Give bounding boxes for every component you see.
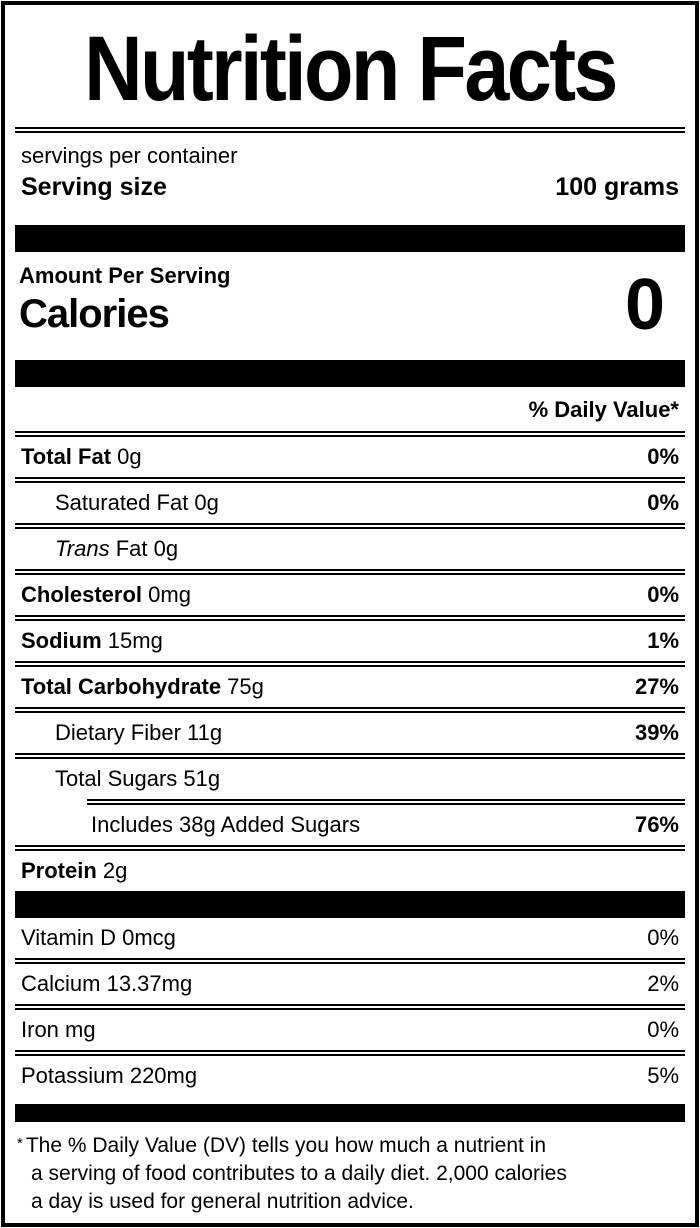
nutrient-name-amount: Dietary Fiber 11g [55, 720, 223, 745]
nutrient-row: Total Sugars 51g [15, 759, 685, 799]
daily-value-header: % Daily Value* [528, 397, 679, 422]
nutrient-name-amount: Total Fat 0g [21, 444, 142, 469]
micronutrient-row: Iron mg 0% [15, 1010, 685, 1050]
nutrient-row: Cholesterol 0mg 0% [15, 575, 685, 615]
nutrient-name: Total Carbohydrate [21, 674, 222, 699]
nutrient-dv: 1% [647, 628, 679, 653]
nutrient-name-amount: Iron mg [21, 1017, 96, 1042]
row-separator [15, 615, 685, 621]
footnote-line: * The % Daily Value (DV) tells you how mu… [17, 1134, 547, 1157]
nutrient-name: Iron [21, 1017, 59, 1042]
amount-per-serving-label: Amount Per Serving [19, 263, 231, 288]
micronutrient-rows: Vitamin D 0mcg 0% Calcium 13.37mg 2% Iron mg… [15, 918, 685, 1096]
nutrient-row: Total Fat 0g 0% [15, 437, 685, 477]
nutrient-name: Sodium [21, 628, 102, 653]
nutrient-name: Vitamin D [21, 925, 116, 950]
nutrient-row: Dietary Fiber 11g 39% [15, 713, 685, 753]
nutrient-row: Includes 38g Added Sugars 76% [15, 805, 685, 845]
footnote-line: a day is used for general nutrition advi… [31, 1190, 414, 1213]
nutrient-row: Total Carbohydrate 75g 27% [15, 667, 685, 707]
nutrient-dv: 0% [647, 444, 679, 469]
row-separator [15, 958, 685, 964]
row-separator [15, 1050, 685, 1056]
nutrient-name: Saturated Fat [55, 490, 189, 515]
nutrient-name: Total Sugars [55, 766, 178, 791]
footnote-marker: * [17, 1135, 23, 1152]
nutrient-name: Total Fat [21, 444, 112, 469]
footnote: * The % Daily Value (DV) tells you how mu… [15, 1122, 685, 1216]
calories-label: Calories [19, 292, 170, 336]
nutrient-name-amount: Trans Fat 0g [55, 536, 179, 561]
calories-divider-bar [15, 360, 685, 387]
row-separator [15, 661, 685, 667]
nutrient-name-amount: Total Sugars 51g [55, 766, 221, 791]
micronutrient-row: Calcium 13.37mg 2% [15, 964, 685, 1004]
calories-left-column: Amount Per Serving Calories [19, 262, 230, 338]
nutrient-dv: 27% [634, 674, 679, 699]
footnote-line: a serving of food contributes to a daily… [31, 1162, 567, 1185]
row-separator [15, 845, 685, 851]
nutrient-row: Saturated Fat 0g 0% [15, 483, 685, 523]
nutrient-dv: 0% [647, 1017, 679, 1042]
label-title: Nutrition Facts [84, 18, 618, 120]
row-separator [15, 569, 685, 575]
nutrient-row: Sodium 15mg 1% [15, 621, 685, 661]
nutrient-dv: 0% [647, 925, 679, 950]
nutrient-name: Dietary Fiber [55, 720, 181, 745]
nutrient-dv: 0% [647, 582, 679, 607]
row-separator [15, 523, 685, 529]
nutrient-dv: 39% [634, 720, 679, 745]
nutrient-name-amount: Vitamin D 0mcg [21, 925, 176, 950]
nutrient-name: Includes 38g Added Sugars [91, 812, 361, 837]
nutrient-row: Protein 2g [15, 851, 685, 891]
calories-value: 0 [624, 264, 665, 345]
row-separator [15, 707, 685, 713]
calories-section: Amount Per Serving Calories 0 [15, 252, 685, 346]
nutrient-dv: 2% [647, 971, 679, 996]
nutrient-dv: 5% [647, 1063, 679, 1088]
nutrient-name-amount: Saturated Fat 0g [55, 490, 219, 515]
servings-per-container: servings per container [21, 143, 238, 168]
serving-size-value: 100 grams [555, 173, 679, 201]
row-separator [15, 431, 685, 437]
nutrient-name-amount: Sodium 15mg [21, 628, 163, 653]
nutrient-name: Cholesterol [21, 582, 143, 607]
nutrient-rows: Total Fat 0g 0% Saturated Fat 0g 0% Trans Fa… [15, 431, 685, 891]
row-separator [15, 1004, 685, 1010]
footnote-divider-bar [15, 1104, 685, 1122]
vitamins-divider-bar [15, 891, 685, 918]
nutrient-dv: 76% [634, 812, 679, 837]
nutrient-name-amount: Total Carbohydrate 75g [21, 674, 264, 699]
nutrient-row: Trans Fat 0g [15, 529, 685, 569]
nutrient-name-amount: Includes 38g Added Sugars [91, 811, 360, 839]
nutrient-name-amount: Cholesterol 0mg [21, 582, 191, 607]
serving-size-row: Serving size 100 grams [15, 169, 685, 215]
serving-divider-bar [15, 225, 685, 252]
title-separator [15, 127, 685, 133]
nutrient-name: Trans Fat [55, 536, 148, 561]
nutrient-name-amount: Protein 2g [21, 858, 128, 883]
nutrient-name: Calcium [21, 971, 101, 996]
nutrient-dv: 0% [647, 490, 679, 515]
nutrient-name: Protein [21, 858, 97, 883]
nutrient-name-amount: Calcium 13.37mg [21, 971, 193, 996]
row-separator [15, 477, 685, 483]
row-separator [87, 799, 685, 805]
nutrient-name: Potassium [21, 1063, 124, 1088]
micronutrient-row: Vitamin D 0mcg 0% [15, 918, 685, 958]
micronutrient-row: Potassium 220mg 5% [15, 1056, 685, 1096]
row-separator [15, 753, 685, 759]
nutrient-name-amount: Potassium 220mg [21, 1063, 198, 1088]
serving-size-label: Serving size [21, 173, 167, 201]
